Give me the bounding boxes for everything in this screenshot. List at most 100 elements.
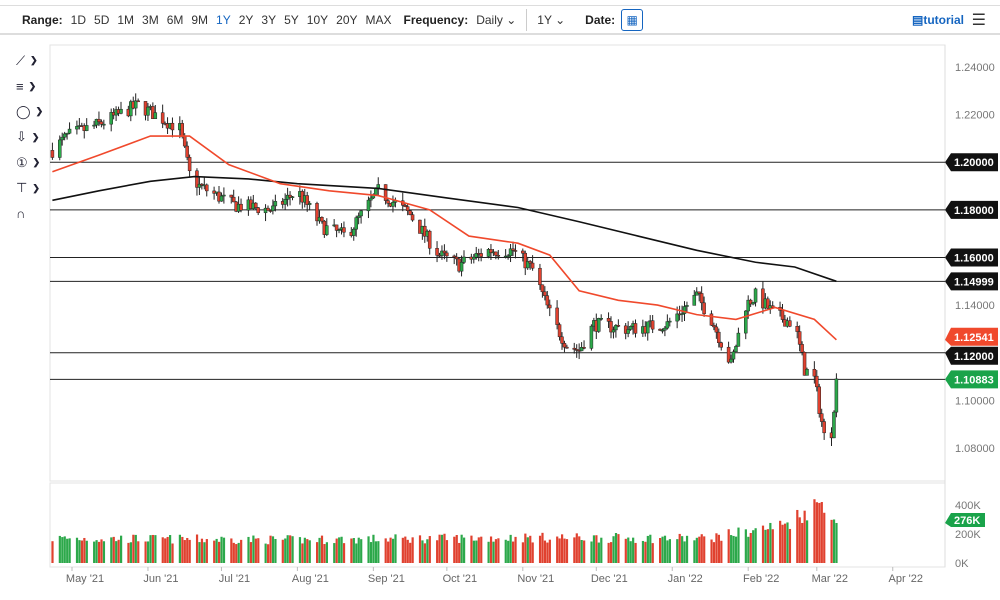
volume-bar [659,538,662,563]
marker-tool[interactable]: ① ❯ [0,150,50,176]
candle-up [832,411,836,439]
volume-bar [509,534,512,563]
candle-up [307,203,312,205]
candle-up [290,196,295,198]
candle-down [180,123,184,137]
chevron-down-icon: ⌄ [555,13,566,27]
volume-bar [720,540,723,563]
volume-bar [120,535,123,563]
volume-bar [737,527,740,563]
level-price-tag [945,200,998,219]
volume-bar [627,537,630,563]
volume-bar [418,535,422,563]
price-panel [49,44,946,482]
tutorial-link[interactable]: ▤tutorial [912,13,964,27]
candle-down [543,291,547,296]
fib-tool[interactable]: ≡ ❯ [0,74,50,100]
volume-bar [237,542,240,563]
candle-down [511,248,515,251]
range-10y[interactable]: 10Y [306,13,329,27]
candle-up [628,326,633,330]
volume-bar [786,522,789,563]
volume-bar [308,540,311,563]
shape-tool[interactable]: ◯ ❯ [0,99,50,125]
volume-bar [252,535,255,563]
candle-up [58,139,62,158]
volume-bar [524,533,527,563]
tutorial-label: tutorial [923,13,964,27]
volume-bar [580,540,583,563]
volume-bar [632,537,635,563]
range-9m[interactable]: 9M [191,13,209,27]
line-tool[interactable]: ⟋ ❯ [0,48,50,74]
candle-up [668,320,672,323]
candle-up [283,199,287,205]
candle-down [410,214,415,221]
candle-down [136,100,140,103]
range-2y[interactable]: 2Y [238,13,254,27]
frequency-dropdown[interactable]: Daily ⌄ [476,13,516,27]
y-tick-label: 1.08000 [955,443,995,455]
range-5d[interactable]: 5D [94,13,110,27]
range-1m[interactable]: 1M [117,13,135,27]
frequency-value: Daily [476,13,503,27]
candle-down [650,320,655,330]
candle-up [646,321,650,334]
volume-bar [320,535,324,563]
volume-bar [222,537,226,563]
candle-down [699,293,704,304]
volume-bar [338,537,341,563]
volume-bar [783,523,787,563]
range-1y[interactable]: 1Y [216,13,231,27]
volume-bar [693,540,696,563]
volume-bar [188,539,191,563]
magnet-tool[interactable]: ∩ [0,201,50,227]
price-tag-text: 1.12541 [954,332,994,344]
volume-bar [352,538,355,563]
volume-bar [543,540,547,563]
volume-bar [389,537,392,563]
range-max[interactable]: MAX [365,13,392,27]
volume-bar [644,541,647,563]
candle-down [50,150,55,158]
measure-tool[interactable]: ⊤ ❯ [0,176,50,202]
level-price-tag [945,248,998,267]
volume-bar [61,537,64,563]
range-6m[interactable]: 6M [166,13,184,27]
x-tick-label: May '21 [66,573,104,585]
volume-bar [220,536,223,563]
chevron-right-icon: ❯ [32,182,40,193]
range-3m[interactable]: 3M [142,13,159,27]
candle-up [369,197,373,201]
volume-bar [649,534,652,563]
volume-bar [63,536,66,563]
range-5y[interactable]: 5Y [284,13,299,27]
candle-down [521,250,525,254]
range-20y[interactable]: 20Y [336,13,358,27]
volume-bar [323,544,326,563]
range-1d[interactable]: 1D [70,13,87,27]
volume-bar [575,533,578,563]
volume-bar [269,535,272,563]
volume-bar [749,533,752,563]
y-tick-label: 1.10000 [955,395,995,407]
volume-bar [306,539,309,563]
volume-bar [769,522,772,563]
menu-icon[interactable]: ☰ [971,12,986,29]
candle-down [403,205,407,207]
period-dropdown[interactable]: 1Y ⌄ [537,13,565,27]
range-3y[interactable]: 3Y [261,13,277,27]
calendar-button[interactable]: ▦ [621,9,644,31]
arrow-tool[interactable]: ⇩ ❯ [0,125,50,151]
volume-bar [411,537,414,563]
candle-down [454,256,459,260]
volume-bar [335,538,338,563]
volume-bar [607,542,610,563]
volume-bar [409,542,412,563]
candle-down [557,324,562,338]
volume-bar [573,537,576,563]
volume-bar [681,536,684,563]
candle-down [530,262,535,269]
candle-up [685,305,689,307]
